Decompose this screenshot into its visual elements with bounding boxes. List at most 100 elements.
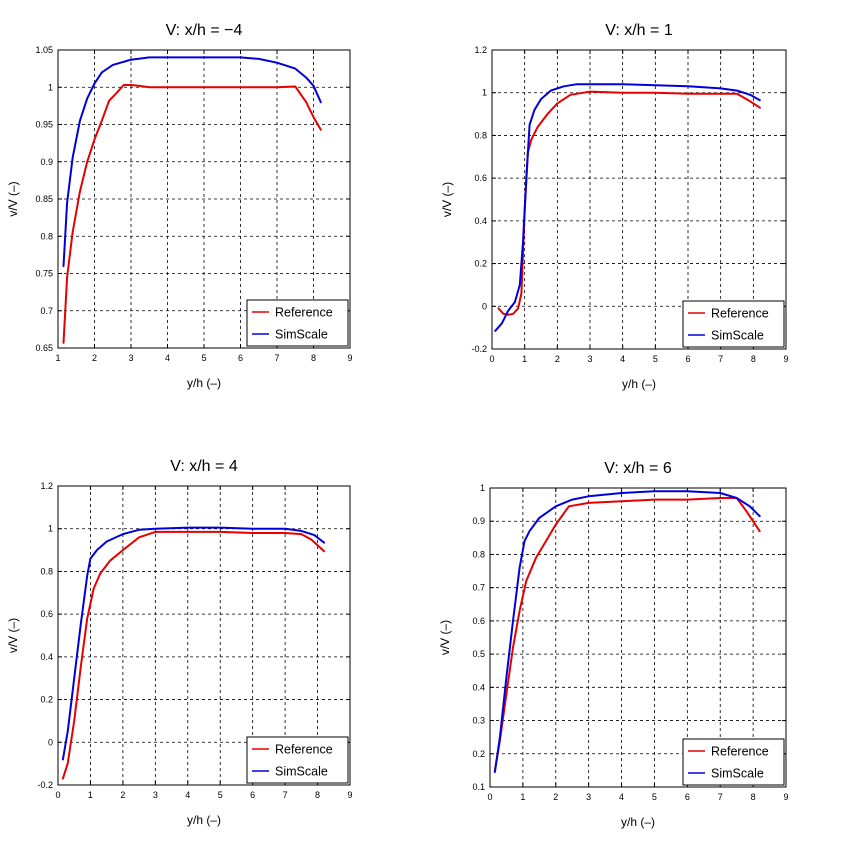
- chart-title: V: x/h = −4: [166, 22, 243, 39]
- legend-box: [246, 736, 349, 784]
- legend-label: Reference: [275, 306, 333, 320]
- chart-panel-2: 0 1 2 3 4 5 6 7 8 9-0.200.20.40.60.811.2V: x/h = …: [440, 22, 789, 391]
- x-tick-label: 6: [685, 792, 690, 802]
- x-axis-label: y/h (–): [621, 815, 655, 829]
- x-tick-label: 0: [487, 792, 492, 802]
- x-tick-label: 7: [274, 353, 279, 363]
- x-tick-label: 2: [555, 354, 560, 364]
- x-tick-label: 8: [311, 353, 316, 363]
- chart-panel-1: 1 2 3 4 5 6 7 8 9 0.65 0.7 0.75 0.8 0.85 0.9 0.95 1 1.05 V…: [6, 22, 353, 390]
- y-tick-label: 0.6: [40, 609, 53, 619]
- x-tick-label: 5: [653, 354, 658, 364]
- y-tick-label: 0.6: [474, 173, 487, 183]
- legend: Reference SimScale: [682, 300, 785, 348]
- chart-title: V: x/h = 6: [604, 460, 672, 477]
- y-tick-label: 0: [482, 301, 487, 311]
- x-tick-label: 3: [153, 790, 158, 800]
- x-axis-label: y/h (–): [622, 377, 656, 391]
- y-tick-label: 0.3: [472, 716, 485, 726]
- chart-title: V: x/h = 1: [605, 22, 673, 39]
- x-tick-label: 1: [522, 354, 527, 364]
- x-tick-label: 3: [586, 792, 591, 802]
- legend-box: [682, 738, 785, 786]
- legend-label: SimScale: [275, 328, 328, 342]
- x-tick-label: 9: [783, 792, 788, 802]
- y-axis-label: v/V (–): [438, 620, 452, 655]
- x-tick-label: 2: [553, 792, 558, 802]
- x-tick-label: 4: [165, 353, 170, 363]
- y-tick-label: 1.2: [40, 481, 53, 491]
- x-tick-label: 6: [238, 353, 243, 363]
- x-tick-label: 3: [128, 353, 133, 363]
- x-tick-label: 0: [55, 790, 60, 800]
- legend-label: Reference: [275, 743, 333, 757]
- series-line-reference: [61, 530, 325, 780]
- legend: Reference SimScale: [246, 736, 349, 784]
- plot-frame: [489, 487, 787, 788]
- series-line-simscale: [494, 83, 761, 332]
- series-line-reference: [62, 84, 322, 344]
- legend-label: SimScale: [275, 765, 328, 779]
- x-axis-label: y/h (–): [187, 813, 221, 827]
- y-tick-label: 1: [48, 524, 53, 534]
- series-line-reference: [493, 497, 761, 772]
- plot-frame: [491, 49, 787, 350]
- legend-label: Reference: [711, 307, 769, 321]
- y-tick-label: -0.2: [37, 780, 53, 790]
- legend-box: [682, 300, 785, 348]
- y-tick-label: 1.05: [35, 45, 53, 55]
- legend: Reference SimScale: [246, 299, 349, 347]
- legend-label: SimScale: [711, 767, 764, 781]
- chart-panel-4: 0 1 2 3 4 5 6 7 8 9 0.1 0.2 0.3 0.4 0.5 0.6 0.7 0.8 0.9 1 V:…: [438, 460, 789, 829]
- y-tick-label: 0.2: [472, 749, 485, 759]
- legend-box: [246, 299, 349, 347]
- x-tick-label: 7: [718, 792, 723, 802]
- x-tick-label: 9: [347, 353, 352, 363]
- x-tick-label: 7: [283, 790, 288, 800]
- y-axis-label: v/V (–): [440, 182, 454, 217]
- y-tick-label: 0.7: [40, 306, 53, 316]
- series-line-reference: [497, 90, 761, 316]
- y-tick-label: 0.9: [472, 516, 485, 526]
- x-tick-label: 1: [55, 353, 60, 363]
- x-tick-label: 5: [652, 792, 657, 802]
- y-tick-label: 0.1: [472, 782, 485, 792]
- x-tick-label: 1: [520, 792, 525, 802]
- plot-frame: [57, 485, 351, 786]
- y-tick-label: 0: [48, 737, 53, 747]
- x-tick-label: 8: [751, 792, 756, 802]
- series-line-simscale: [61, 526, 325, 761]
- legend-label: Reference: [711, 745, 769, 759]
- series-line-simscale: [493, 490, 761, 773]
- x-tick-label: 6: [685, 354, 690, 364]
- y-axis-label: v/V (–): [6, 181, 20, 216]
- y-tick-label: 0.9: [40, 157, 53, 167]
- y-tick-label: 1.2: [474, 45, 487, 55]
- legend-label: SimScale: [711, 329, 764, 343]
- x-tick-label: 7: [718, 354, 723, 364]
- y-tick-label: 0.8: [474, 130, 487, 140]
- y-axis-label: v/V (–): [6, 618, 20, 653]
- x-axis-label: y/h (–): [187, 376, 221, 390]
- x-tick-label: 4: [185, 790, 190, 800]
- x-tick-label: 3: [587, 354, 592, 364]
- y-tick-label: 0.7: [472, 583, 485, 593]
- x-tick-label: 5: [201, 353, 206, 363]
- x-tick-label: 8: [751, 354, 756, 364]
- y-tick-label: 0.2: [474, 259, 487, 269]
- x-tick-label: 9: [347, 790, 352, 800]
- chart-panel-3: 0 1 2 3 4 5 6 7 8 9-0.200.20.40.60.811.2V: x/h = …: [6, 458, 353, 827]
- y-tick-label: 0.75: [35, 269, 53, 279]
- y-tick-label: 0.4: [472, 682, 485, 692]
- y-tick-label: 1: [48, 82, 53, 92]
- x-tick-label: 6: [250, 790, 255, 800]
- y-tick-label: 0.6: [472, 616, 485, 626]
- y-tick-label: 0.65: [35, 343, 53, 353]
- y-tick-label: 0.95: [35, 120, 53, 130]
- x-tick-label: 8: [315, 790, 320, 800]
- series-line-simscale: [62, 56, 322, 268]
- y-tick-label: 0.5: [472, 649, 485, 659]
- x-tick-label: 0: [489, 354, 494, 364]
- y-tick-label: 0.4: [474, 216, 487, 226]
